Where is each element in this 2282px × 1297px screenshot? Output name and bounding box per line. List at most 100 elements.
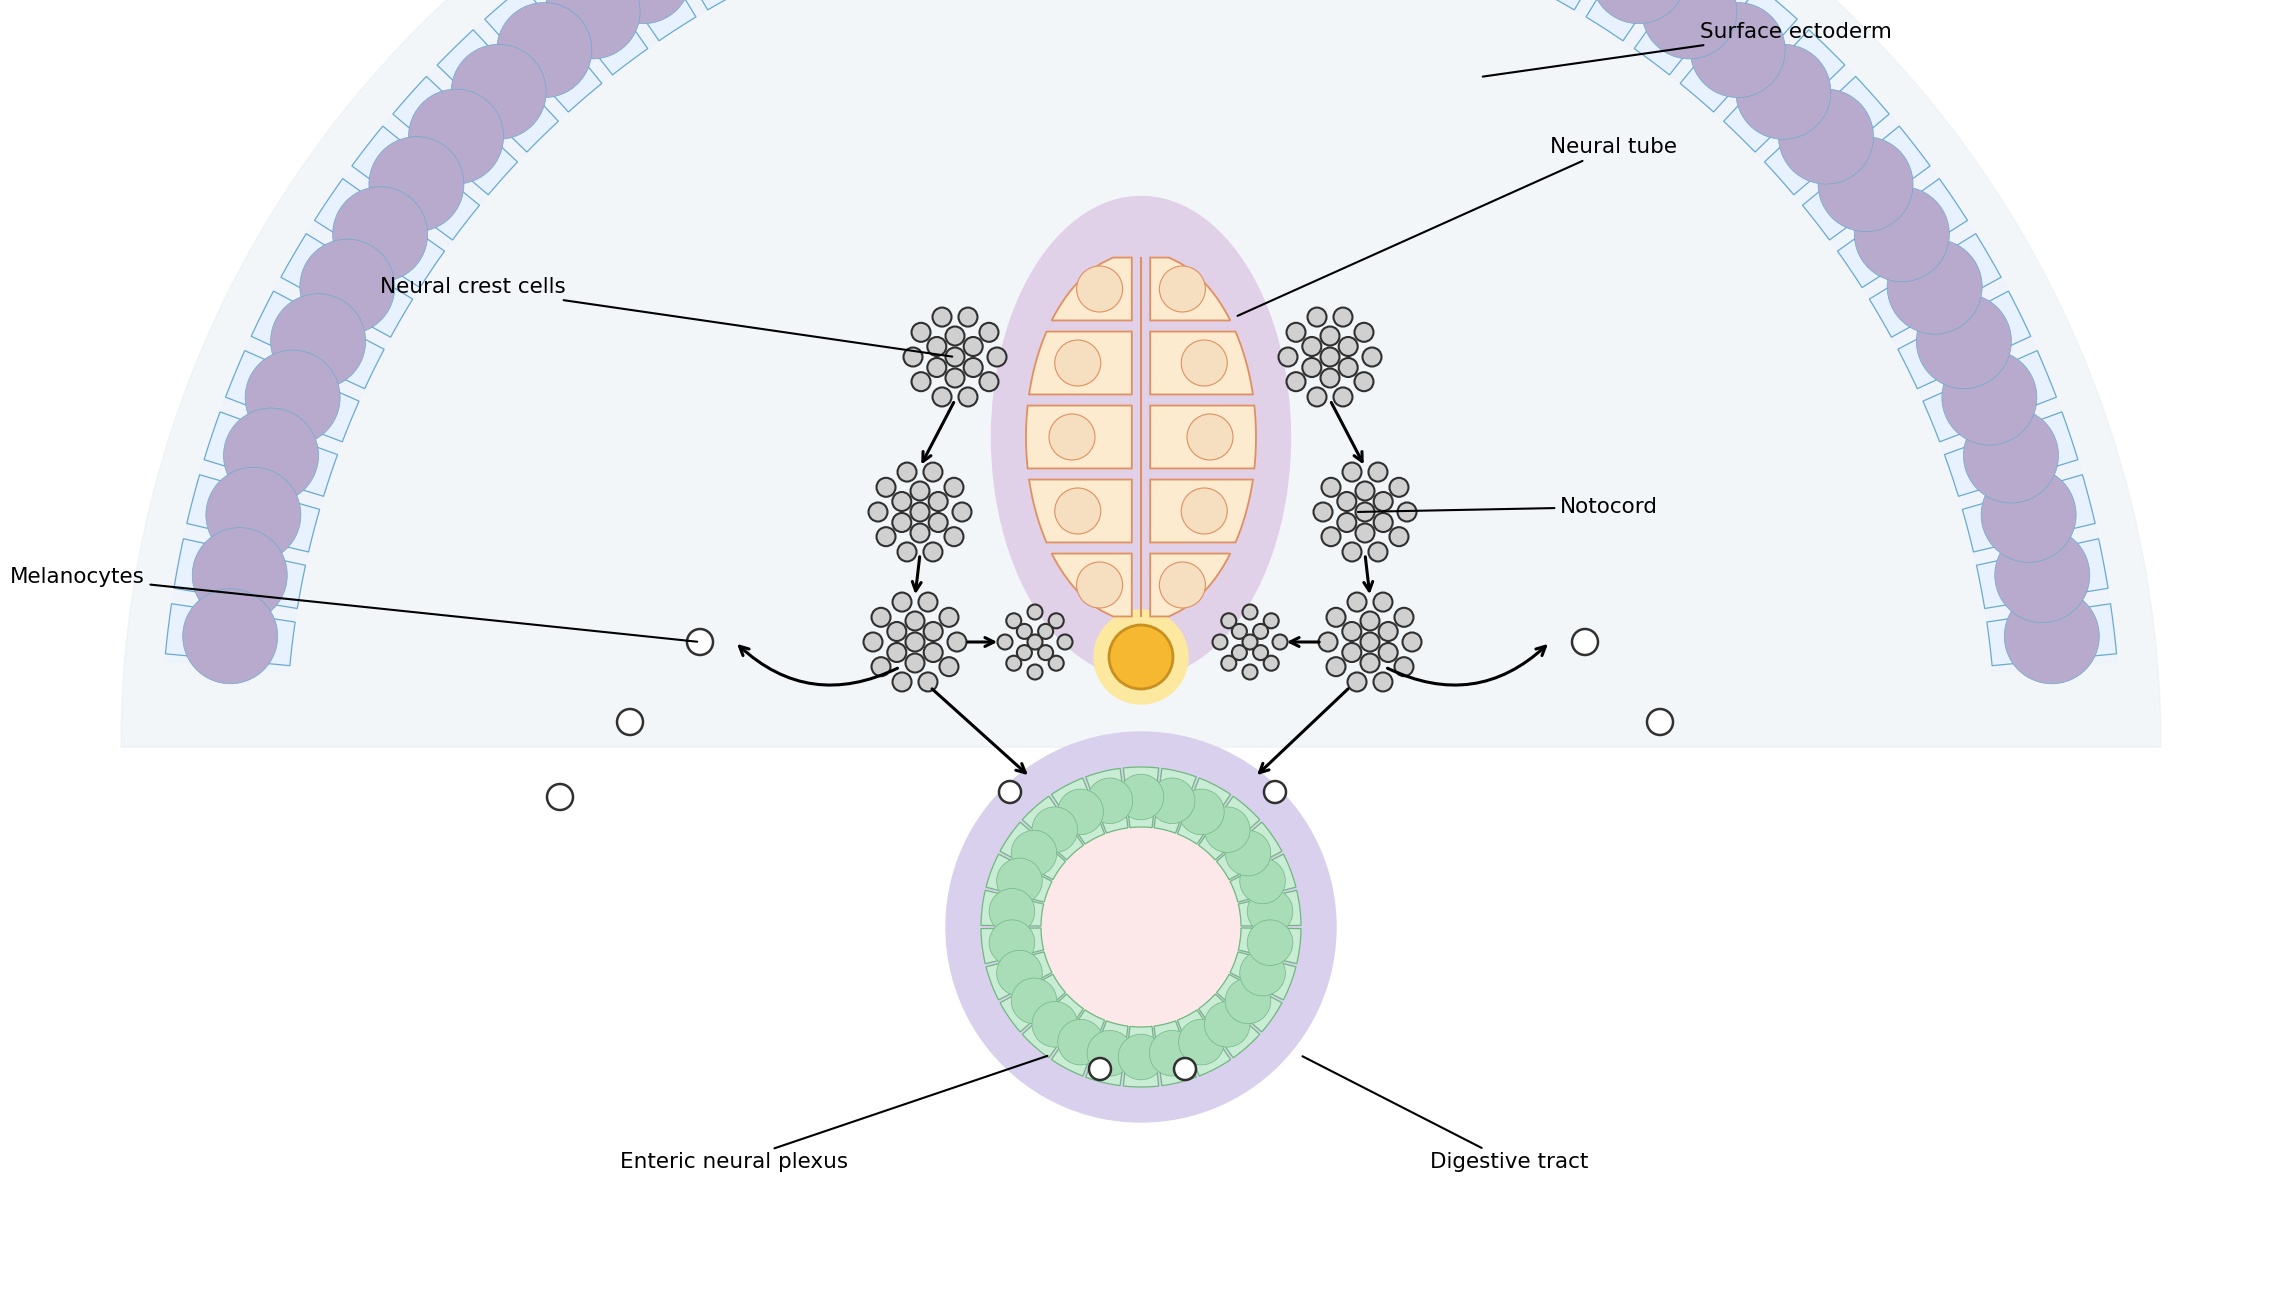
Circle shape <box>545 0 641 58</box>
Circle shape <box>945 348 965 367</box>
Circle shape <box>924 623 942 641</box>
Circle shape <box>1374 593 1392 612</box>
Text: Enteric neural plexus: Enteric neural plexus <box>621 1056 1047 1172</box>
Polygon shape <box>1155 1021 1196 1086</box>
Circle shape <box>876 477 895 497</box>
Polygon shape <box>1944 412 2079 497</box>
Circle shape <box>1778 89 1874 184</box>
Polygon shape <box>986 952 1052 1000</box>
Circle shape <box>1178 1019 1223 1065</box>
Polygon shape <box>1029 332 1132 394</box>
Circle shape <box>926 337 947 355</box>
Circle shape <box>1059 789 1104 835</box>
Circle shape <box>1378 623 1397 641</box>
Circle shape <box>876 527 895 546</box>
Circle shape <box>333 187 427 281</box>
Circle shape <box>1057 634 1073 650</box>
Circle shape <box>1942 350 2038 445</box>
Circle shape <box>224 409 319 503</box>
Circle shape <box>1212 634 1228 650</box>
Ellipse shape <box>990 197 1292 677</box>
Circle shape <box>911 323 931 342</box>
Circle shape <box>892 492 911 511</box>
Polygon shape <box>351 126 479 240</box>
Text: Melanocytes: Melanocytes <box>9 567 698 642</box>
Circle shape <box>1321 477 1340 497</box>
Circle shape <box>1173 1058 1196 1080</box>
Text: Notocord: Notocord <box>1358 497 1659 518</box>
Circle shape <box>1287 323 1305 342</box>
Circle shape <box>1641 0 1737 58</box>
Polygon shape <box>484 0 602 112</box>
Polygon shape <box>589 0 696 40</box>
Circle shape <box>1225 978 1271 1023</box>
Polygon shape <box>1052 258 1132 320</box>
Circle shape <box>408 89 504 184</box>
Circle shape <box>888 643 906 661</box>
Circle shape <box>1187 414 1232 460</box>
Circle shape <box>1390 527 1408 546</box>
Circle shape <box>497 3 591 97</box>
Circle shape <box>1326 658 1346 676</box>
Circle shape <box>988 888 1034 934</box>
Circle shape <box>892 672 911 691</box>
Circle shape <box>1333 307 1353 327</box>
Polygon shape <box>986 853 1052 903</box>
Polygon shape <box>164 603 294 665</box>
Circle shape <box>1253 645 1269 660</box>
Circle shape <box>917 593 938 612</box>
Polygon shape <box>1723 30 1844 152</box>
Circle shape <box>958 307 977 327</box>
Circle shape <box>924 542 942 562</box>
Circle shape <box>1340 358 1358 377</box>
Circle shape <box>1374 492 1392 511</box>
Circle shape <box>1374 672 1392 691</box>
Polygon shape <box>1150 258 1230 320</box>
Polygon shape <box>393 77 518 195</box>
Polygon shape <box>1239 927 1301 964</box>
Circle shape <box>929 514 947 532</box>
Circle shape <box>1278 348 1298 367</box>
Circle shape <box>940 608 958 626</box>
Circle shape <box>1356 502 1374 521</box>
Circle shape <box>997 951 1043 996</box>
Circle shape <box>979 323 1000 342</box>
Circle shape <box>1011 978 1057 1023</box>
Circle shape <box>1182 488 1228 534</box>
Circle shape <box>1241 664 1257 680</box>
Circle shape <box>1273 634 1287 650</box>
Polygon shape <box>981 927 1043 964</box>
Circle shape <box>947 633 968 651</box>
Polygon shape <box>1803 126 1931 240</box>
Circle shape <box>452 44 545 139</box>
Circle shape <box>1018 624 1031 639</box>
Polygon shape <box>1764 77 1889 195</box>
Polygon shape <box>1150 480 1253 542</box>
Circle shape <box>1031 807 1077 852</box>
Polygon shape <box>1086 768 1127 833</box>
Circle shape <box>933 307 952 327</box>
Circle shape <box>1241 634 1257 650</box>
Polygon shape <box>1230 853 1296 903</box>
Circle shape <box>1333 388 1353 406</box>
Circle shape <box>1314 502 1333 521</box>
Polygon shape <box>1150 406 1255 468</box>
Circle shape <box>1253 624 1269 639</box>
Circle shape <box>1050 656 1063 671</box>
Circle shape <box>911 372 931 392</box>
Polygon shape <box>644 0 746 10</box>
Circle shape <box>1287 372 1305 392</box>
Circle shape <box>1109 625 1173 689</box>
Polygon shape <box>1086 1021 1127 1086</box>
Circle shape <box>1691 3 1785 97</box>
Circle shape <box>958 388 977 406</box>
Circle shape <box>911 502 929 521</box>
Polygon shape <box>281 233 413 337</box>
Circle shape <box>1118 1034 1164 1080</box>
Circle shape <box>1054 488 1100 534</box>
Circle shape <box>1369 542 1387 562</box>
Circle shape <box>1054 340 1100 387</box>
Polygon shape <box>1963 475 2095 553</box>
Circle shape <box>988 920 1034 965</box>
Polygon shape <box>1052 778 1104 844</box>
